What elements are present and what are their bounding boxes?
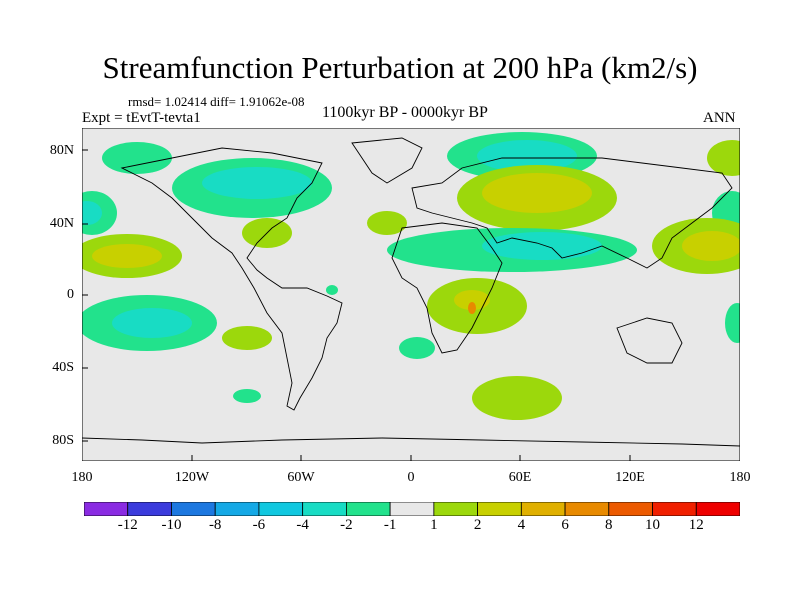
lon-label-0: 0 bbox=[407, 470, 415, 485]
colorbar-label: -6 bbox=[252, 517, 266, 533]
colorbar-label: 2 bbox=[473, 517, 482, 533]
lon-label-180e: 180 bbox=[729, 470, 751, 485]
lat-label-0: 0 bbox=[67, 287, 74, 302]
colorbar-box bbox=[433, 502, 478, 516]
axis-ticks bbox=[82, 149, 631, 461]
colorbar-box bbox=[84, 502, 129, 516]
colorbar-box bbox=[258, 502, 304, 516]
colorbar-box bbox=[214, 502, 260, 516]
colorbar-box bbox=[695, 502, 740, 516]
plot-title: Streamfunction Perturbation at 200 hPa (… bbox=[102, 50, 698, 85]
colorbar-label: -4 bbox=[296, 517, 309, 533]
colorbar-box bbox=[652, 502, 697, 516]
colorbar-box bbox=[127, 502, 172, 516]
stats-line: rmsd= 1.02414 diff= 1.91062e-08 bbox=[128, 94, 305, 109]
colorbar-box bbox=[477, 502, 522, 516]
lon-label-180w: 180 bbox=[71, 470, 93, 485]
season-label: ANN bbox=[703, 110, 736, 126]
colorbar-box bbox=[608, 502, 653, 516]
lat-label-40s: 40S bbox=[52, 360, 74, 375]
colorbar-box bbox=[302, 502, 347, 516]
colorbar-label: 8 bbox=[605, 517, 613, 533]
colorbar-label: 4 bbox=[517, 517, 526, 533]
colorbar-box bbox=[389, 502, 435, 516]
lon-label-120w: 120W bbox=[174, 470, 210, 485]
lon-label-120e: 120E bbox=[615, 470, 645, 485]
colorbar-label: -10 bbox=[161, 517, 182, 533]
period-label: 1100kyr BP - 0000kyr BP bbox=[322, 104, 488, 121]
colorbar-label: 1 bbox=[430, 517, 438, 533]
colorbar-box bbox=[564, 502, 610, 516]
colorbar-label: 10 bbox=[645, 517, 661, 533]
lat-label-80n: 80N bbox=[49, 143, 74, 158]
map-panel bbox=[82, 128, 740, 461]
anomaly-contours bbox=[82, 132, 740, 420]
colorbar-box bbox=[345, 502, 391, 516]
lat-label-80s: 80S bbox=[52, 433, 74, 448]
colorbar-label: -12 bbox=[117, 517, 138, 533]
coastlines bbox=[82, 137, 740, 447]
colorbar bbox=[84, 502, 740, 516]
colorbar-label: -8 bbox=[208, 517, 222, 533]
colorbar-label: -1 bbox=[383, 517, 397, 533]
colorbar-box bbox=[171, 502, 216, 516]
colorbar-label: 6 bbox=[561, 517, 569, 533]
lon-label-60w: 60W bbox=[287, 470, 315, 485]
experiment-label: Expt = tEvtT-tevta1 bbox=[82, 110, 201, 126]
colorbar-box bbox=[520, 502, 566, 516]
lon-label-60e: 60E bbox=[508, 470, 532, 485]
lat-label-40n: 40N bbox=[49, 216, 74, 231]
colorbar-label: 12 bbox=[688, 517, 704, 533]
colorbar-label: -2 bbox=[340, 517, 353, 533]
